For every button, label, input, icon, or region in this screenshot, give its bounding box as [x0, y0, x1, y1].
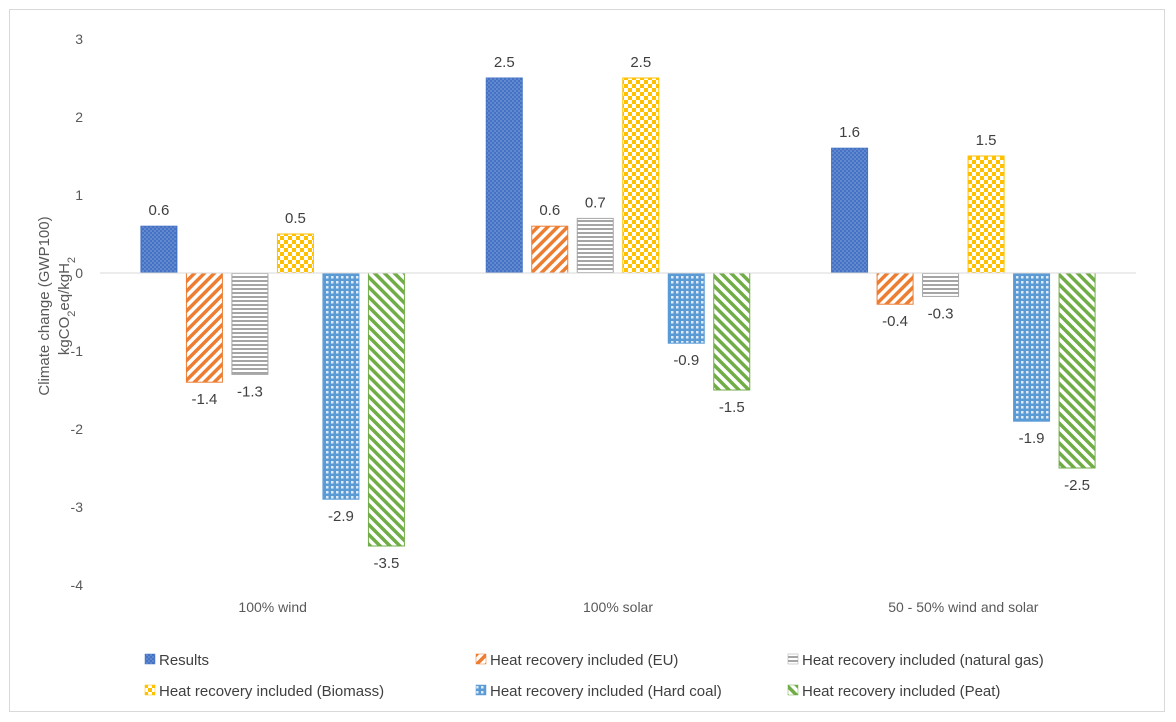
y-tick-label: -4	[71, 577, 84, 593]
y-tick-label: 2	[75, 109, 83, 125]
data-label: -1.3	[237, 383, 263, 400]
data-label: 0.7	[585, 194, 606, 211]
y-tick-label: -2	[71, 421, 84, 437]
y-tick-label: -3	[71, 499, 84, 515]
bar-grid-1	[667, 272, 705, 344]
bar-horizontal-0	[231, 272, 269, 375]
data-label: 0.5	[285, 210, 306, 227]
y-axis-title: Climate change (GWP100) kgCO2eq/kgH2	[36, 216, 78, 395]
data-labels: 0.6 -1.4 -1.3 0.5 -2.9 -3.5 2.5 0.6 0.7 2.5 -0.9 -1…	[148, 54, 1090, 572]
y-axis-ticks: 3 2 1 0 -1 -2 -3 -4	[71, 31, 84, 593]
bar-diagonal-0	[185, 272, 223, 383]
y-tick-label: -1	[71, 343, 84, 359]
legend-label: Heat recovery included (Biomass)	[159, 683, 384, 700]
y-tick-label: 3	[75, 31, 83, 47]
data-label: -0.9	[673, 352, 699, 369]
data-label: 2.5	[494, 54, 515, 71]
legend-swatch	[475, 653, 487, 665]
data-label: -1.9	[1019, 430, 1045, 447]
legend-label: Heat recovery included (Hard coal)	[490, 683, 722, 700]
bar-dots-2	[831, 147, 869, 274]
x-tick-label: 100% wind	[238, 599, 307, 615]
data-label: -1.5	[719, 399, 745, 416]
x-tick-label: 100% solar	[583, 599, 653, 615]
legend-swatch	[144, 684, 156, 696]
data-label: -0.3	[928, 305, 954, 322]
y-tick-label: 1	[75, 187, 83, 203]
legend-swatch	[787, 684, 799, 696]
bar-diagonal-1	[531, 225, 569, 274]
bar-diagonal-wide-1	[713, 272, 751, 391]
legend-swatch	[475, 684, 487, 696]
data-label: 1.5	[976, 132, 997, 149]
bar-diagonal-2	[876, 272, 914, 305]
data-label: -1.4	[191, 391, 217, 408]
bar-checker-0	[276, 233, 314, 274]
x-axis-ticks: 100% wind 100% solar 50 - 50% wind and sol…	[238, 599, 1038, 615]
legend-label: Heat recovery included (Peat)	[802, 683, 1000, 700]
legend-label: Heat recovery included (natural gas)	[802, 652, 1044, 669]
bar-checker-2	[967, 155, 1005, 274]
data-label: 0.6	[148, 202, 169, 219]
bar-grid-0	[322, 272, 360, 500]
legend: Results Heat recovery included (EU) Heat r…	[144, 652, 1044, 700]
data-label: 0.6	[539, 202, 560, 219]
legend-label: Results	[159, 652, 209, 669]
y-axis-title-line1: Climate change (GWP100)	[36, 216, 53, 395]
data-label: 2.5	[630, 54, 651, 71]
data-label: -0.4	[882, 313, 908, 330]
data-label: -2.9	[328, 508, 354, 525]
legend-swatch	[787, 653, 799, 665]
data-label: 1.6	[839, 124, 860, 141]
bar-dots-1	[485, 77, 523, 274]
bar-horizontal-2	[922, 272, 960, 297]
legend-swatch	[144, 653, 156, 665]
bar-diagonal-wide-0	[367, 272, 405, 547]
data-label: -2.5	[1064, 477, 1090, 494]
x-tick-label: 50 - 50% wind and solar	[888, 599, 1039, 615]
data-label: -3.5	[373, 555, 399, 572]
bar-dots-0	[140, 225, 178, 274]
bar-grid-2	[1013, 272, 1051, 422]
bar-checker-1	[622, 77, 660, 274]
bar-horizontal-1	[576, 217, 614, 274]
bar-diagonal-wide-2	[1058, 272, 1096, 469]
legend-label: Heat recovery included (EU)	[490, 652, 678, 669]
y-axis-title-line2: kgCO2eq/kgH2	[56, 257, 78, 355]
y-tick-label: 0	[75, 265, 83, 281]
